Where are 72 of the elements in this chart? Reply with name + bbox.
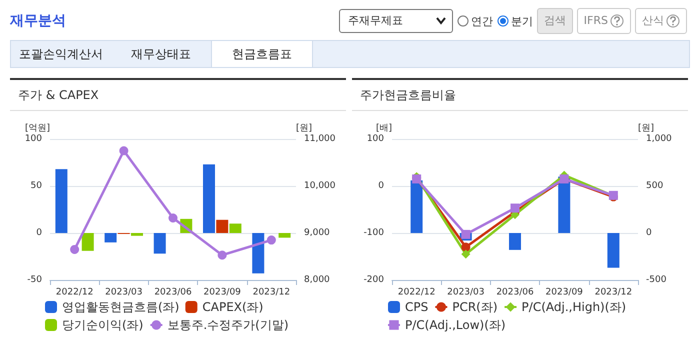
legend-label: CPS	[405, 300, 428, 314]
text: 재무상태표	[130, 46, 192, 63]
chart-title: 주가 & CAPEX	[10, 80, 346, 111]
x-tick-label: 2023/03	[447, 288, 484, 298]
text: 검색	[536, 8, 573, 34]
point	[70, 244, 80, 254]
y2-tick-label: -500	[646, 275, 667, 285]
x-tick-label: 2023/12	[252, 288, 290, 298]
y-tick-label: 0	[378, 181, 384, 191]
y-axis-title: [억원]	[24, 124, 50, 134]
bar	[229, 224, 242, 233]
y-axis-title: [배]	[376, 124, 392, 134]
point	[461, 250, 470, 259]
legend-label: P/C(Adj.,Low)(좌)	[405, 318, 506, 332]
bar	[252, 233, 264, 274]
y-tick-label: -100	[364, 228, 384, 238]
x-tick-label: 2023/09	[204, 288, 242, 298]
y2-axis-title: [원]	[296, 124, 312, 134]
bar	[82, 233, 94, 251]
x-tick-label: 2023/09	[546, 288, 584, 298]
legend-label: P/C(Adj.,High)(좌)	[522, 300, 626, 314]
x-tick-label: 2023/06	[496, 288, 534, 298]
point	[510, 204, 520, 213]
bar	[154, 233, 166, 254]
legend-label: CAPEX(좌)	[202, 300, 264, 314]
y-tick-label: 0	[36, 228, 42, 238]
bar	[216, 220, 228, 233]
point	[168, 213, 178, 222]
text: IFRS	[576, 8, 631, 34]
legend-label: 보통주.수정주가(기말)	[167, 318, 289, 332]
chart-title: 주가현금흐름비율	[352, 80, 688, 111]
x-tick-label: 2023/06	[154, 288, 192, 298]
legend-label: 영업활동현금흐름(좌)	[62, 300, 180, 314]
legend-label: PCR(좌)	[452, 300, 498, 314]
bar	[278, 233, 291, 238]
bar	[55, 169, 68, 233]
y-tick-label: -200	[364, 275, 384, 285]
y2-axis-title: [원]	[638, 124, 654, 134]
x-tick-label: 2022/12	[398, 288, 436, 298]
text: 산식	[635, 8, 687, 34]
y2-tick-label: 11,000	[304, 134, 336, 144]
y2-tick-label: 10,000	[304, 181, 336, 191]
x-tick-label: 2022/12	[56, 288, 94, 298]
y2-tick-label: 1,000	[646, 134, 672, 144]
y-tick-label: 100	[366, 134, 384, 144]
x-tick-label: 2023/12	[594, 288, 632, 298]
y2-tick-label: 9,000	[304, 228, 330, 238]
text: 재무분석	[10, 12, 66, 30]
point	[461, 230, 470, 239]
point	[461, 242, 470, 252]
point	[266, 236, 276, 245]
text: 포괄손익계산서	[18, 46, 104, 63]
text: 연간	[470, 14, 493, 28]
y2-tick-label: 500	[646, 181, 664, 191]
bar	[104, 233, 117, 242]
legend-label: 당기순이익(좌)	[62, 318, 144, 332]
text: 현금흐름표	[211, 41, 313, 67]
y2-tick-label: 8,000	[304, 275, 330, 285]
bar	[509, 233, 521, 250]
y-tick-label: 50	[30, 181, 42, 191]
point	[119, 146, 128, 156]
bar	[131, 233, 143, 236]
point	[218, 250, 227, 260]
text: 분기	[510, 14, 533, 28]
text: 주재무제표	[338, 9, 453, 33]
x-tick-label: 2023/03	[105, 288, 142, 298]
bar	[203, 164, 215, 233]
bar	[410, 180, 423, 233]
y-tick-label: 100	[24, 134, 42, 144]
y2-tick-label: 0	[646, 228, 652, 238]
y-tick-label: -50	[27, 275, 42, 285]
bar	[607, 233, 620, 268]
